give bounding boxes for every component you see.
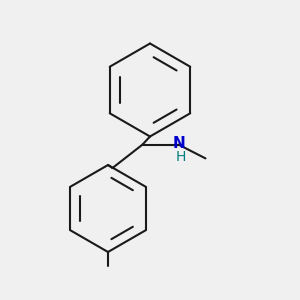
Text: H: H [176, 150, 186, 164]
Text: N: N [172, 136, 185, 151]
